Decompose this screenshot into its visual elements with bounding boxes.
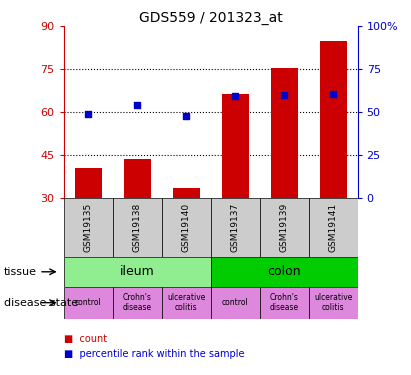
Text: GSM19137: GSM19137 [231, 203, 240, 252]
Bar [211, 286, 260, 319]
Bar [113, 286, 162, 319]
Point [232, 93, 238, 99]
Text: control: control [222, 298, 249, 307]
Text: GSM19141: GSM19141 [328, 203, 337, 252]
Bar [211, 257, 358, 286]
Text: tissue: tissue [4, 267, 37, 277]
Bar [260, 286, 309, 319]
Bar [309, 286, 358, 319]
Bar [222, 93, 249, 198]
Title: GDS559 / 201323_at: GDS559 / 201323_at [139, 11, 282, 25]
Text: GSM19139: GSM19139 [279, 203, 289, 252]
Bar [64, 198, 113, 257]
Bar [320, 40, 346, 198]
Bar [270, 68, 298, 198]
Text: control: control [75, 298, 102, 307]
Text: GSM19138: GSM19138 [133, 203, 142, 252]
Bar [64, 257, 210, 286]
Bar [211, 198, 260, 257]
Text: ileum: ileum [120, 265, 155, 278]
Bar [124, 159, 151, 198]
Text: GSM19135: GSM19135 [84, 203, 93, 252]
Bar [260, 198, 309, 257]
Bar [162, 198, 211, 257]
Text: Crohn's
disease: Crohn's disease [122, 293, 152, 312]
Point [134, 102, 141, 108]
Text: ulcerative
colitis: ulcerative colitis [167, 293, 206, 312]
Point [183, 113, 189, 119]
Point [330, 90, 336, 96]
Text: colon: colon [267, 265, 301, 278]
Text: ulcerative
colitis: ulcerative colitis [314, 293, 352, 312]
Text: GSM19140: GSM19140 [182, 203, 191, 252]
Text: disease state: disease state [4, 298, 78, 307]
Bar [162, 286, 211, 319]
Text: ■  percentile rank within the sample: ■ percentile rank within the sample [64, 350, 244, 359]
Point [85, 111, 92, 117]
Point [281, 92, 287, 98]
Bar [173, 188, 200, 198]
Bar [64, 286, 113, 319]
Bar [113, 198, 162, 257]
Text: ■  count: ■ count [64, 334, 107, 344]
Bar [75, 168, 102, 198]
Text: Crohn's
disease: Crohn's disease [270, 293, 299, 312]
Bar [309, 198, 358, 257]
